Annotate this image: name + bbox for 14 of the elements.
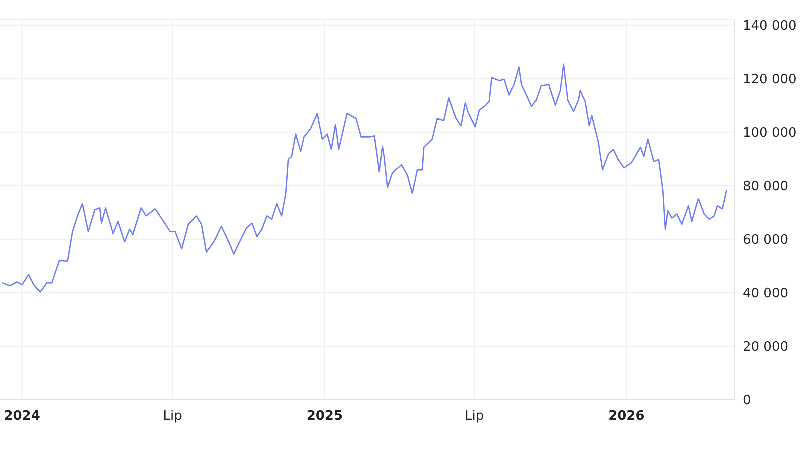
x-tick-label: 2025 — [306, 409, 344, 424]
y-tick-label: 140 000 — [743, 18, 797, 34]
line-series — [2, 64, 728, 293]
y-tick-label: 40 000 — [743, 286, 788, 302]
y-tick-label: 80 000 — [743, 180, 788, 195]
x-tick-label: 2024 — [4, 409, 40, 424]
y-tick-label: 60 000 — [743, 233, 788, 248]
y-tick-label: 120 000 — [743, 72, 797, 88]
x-tick-label: Lip — [163, 409, 182, 424]
x-tick-label: Lip — [465, 409, 484, 424]
y-tick-label: 0 — [743, 394, 752, 409]
y-tick-label: 20 000 — [743, 340, 788, 356]
y-tick-label: 100 000 — [743, 126, 797, 142]
x-tick-label: 2026 — [608, 409, 645, 424]
